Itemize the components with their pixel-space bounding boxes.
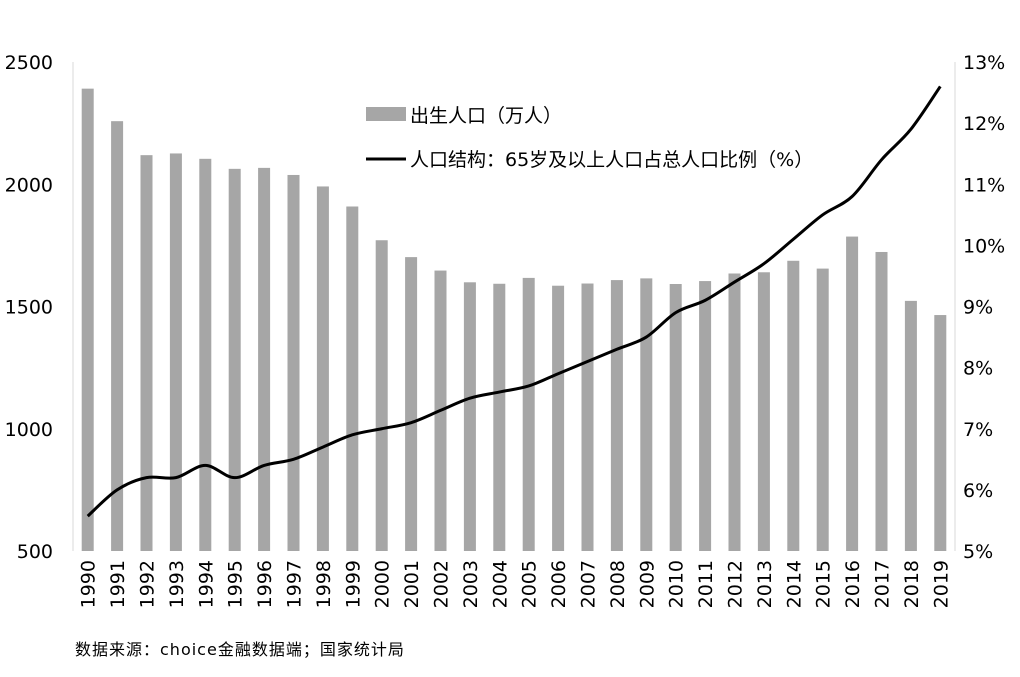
x-tick-label: 2004 (489, 560, 511, 608)
x-tick-label: 2013 (754, 560, 776, 608)
right-axis-ticks: 5% 6% 7% 8% 9% 10% 11% 12% 13% (963, 52, 1005, 563)
bar-2007 (581, 283, 594, 551)
x-tick-label: 2007 (578, 560, 600, 608)
x-tick-label: 2012 (725, 560, 747, 608)
left-tick-label: 1000 (5, 419, 53, 441)
bar-1992 (140, 155, 153, 552)
bar-1997 (287, 174, 300, 552)
bar-2012 (728, 273, 741, 551)
source-note: 数据来源：choice金融数据端；国家统计局 (75, 640, 405, 659)
left-axis-ticks: 500 1000 1500 2000 2500 (5, 52, 53, 563)
right-tick-label: 6% (963, 480, 993, 502)
right-tick-label: 8% (963, 358, 993, 380)
bar-1998 (316, 186, 329, 551)
left-tick-label: 2500 (5, 52, 53, 74)
x-tick-label: 2015 (813, 560, 835, 608)
bars (81, 88, 947, 552)
legend-line-label: 人口结构：65岁及以上人口占总人口比例（%） (410, 149, 813, 171)
bar-2009 (640, 278, 653, 551)
x-tick-label: 1996 (254, 560, 276, 608)
bar-2001 (405, 257, 418, 551)
left-tick-label: 500 (17, 541, 53, 563)
x-tick-label: 2014 (783, 560, 805, 608)
bar-1993 (169, 153, 182, 551)
bar-2006 (552, 285, 565, 551)
legend-bar-label: 出生人口（万人） (410, 105, 562, 127)
bar-2015 (816, 268, 829, 551)
left-tick-label: 2000 (5, 174, 53, 196)
x-tick-label: 1995 (225, 560, 247, 608)
x-tick-label: 2018 (901, 560, 923, 608)
x-axis-ticks: 1990 1991 1992 1993 1994 1995 1996 1997 1998 1999… (78, 560, 953, 608)
left-tick-label: 1500 (5, 297, 53, 319)
bar-2005 (522, 277, 535, 551)
bar-2011 (699, 281, 712, 551)
right-tick-label: 12% (963, 113, 1005, 135)
x-tick-label: 1994 (195, 560, 217, 608)
x-tick-label: 2000 (372, 560, 394, 608)
x-tick-label: 1997 (284, 560, 306, 608)
x-tick-label: 2003 (460, 560, 482, 608)
legend: 出生人口（万人） 人口结构：65岁及以上人口占总人口比例（%） (366, 105, 813, 171)
x-tick-label: 2009 (636, 560, 658, 608)
bar-2010 (669, 284, 682, 551)
bar-1990 (81, 88, 94, 551)
right-tick-label: 9% (963, 297, 993, 319)
x-tick-label: 2002 (431, 560, 453, 608)
x-tick-label: 2016 (842, 560, 864, 608)
bar-1999 (346, 206, 359, 551)
bar-2016 (846, 236, 859, 551)
bar-2014 (787, 260, 800, 551)
x-tick-label: 2008 (607, 560, 629, 608)
bar-2008 (610, 280, 623, 551)
bar-2019 (934, 315, 947, 551)
x-tick-label: 1991 (107, 560, 129, 608)
x-tick-label: 1998 (313, 560, 335, 608)
line-elderly-ratio (86, 85, 942, 518)
bar-2000 (375, 240, 388, 552)
bar-1996 (258, 167, 271, 551)
right-tick-label: 10% (963, 235, 1005, 257)
x-tick-label: 2010 (666, 560, 688, 608)
bar-2017 (875, 251, 888, 551)
bar-2013 (757, 272, 770, 551)
bar-2003 (463, 282, 476, 551)
right-tick-label: 11% (963, 174, 1005, 196)
legend-bar-swatch (366, 107, 406, 121)
x-tick-label: 2017 (872, 560, 894, 608)
bar-2004 (493, 283, 506, 551)
bar-1994 (199, 158, 212, 551)
x-tick-label: 2006 (548, 560, 570, 608)
x-tick-label: 1990 (78, 560, 100, 608)
right-tick-label: 7% (963, 419, 993, 441)
x-tick-label: 2005 (519, 560, 541, 608)
line-series (86, 85, 942, 518)
x-tick-label: 1992 (137, 560, 159, 608)
right-tick-label: 5% (963, 541, 993, 563)
bar-1995 (228, 168, 241, 551)
x-tick-label: 2011 (695, 560, 717, 608)
x-tick-label: 2019 (930, 560, 952, 608)
bar-2018 (904, 300, 917, 551)
x-tick-label: 2001 (401, 560, 423, 608)
x-tick-label: 1999 (342, 560, 364, 608)
x-tick-label: 1993 (166, 560, 188, 608)
bar-1991 (111, 121, 124, 551)
right-tick-label: 13% (963, 52, 1005, 74)
